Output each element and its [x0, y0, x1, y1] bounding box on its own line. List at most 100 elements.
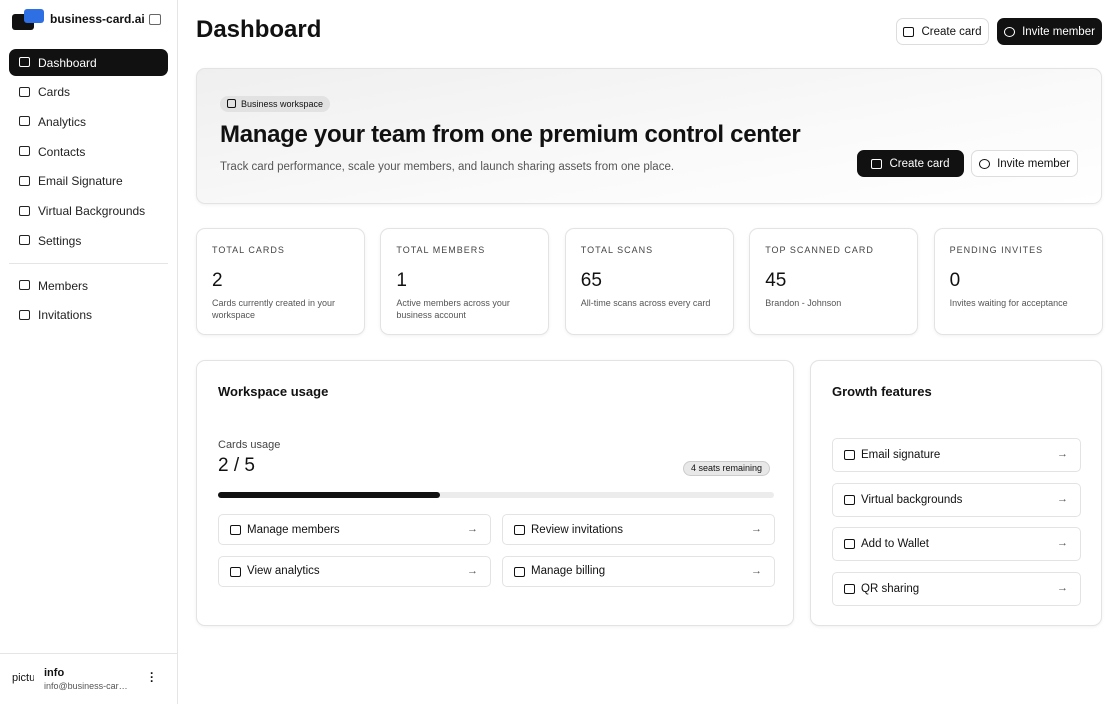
arrow-icon: →	[751, 523, 762, 535]
nav-icon	[19, 146, 30, 157]
nav-label: Analytics	[38, 114, 87, 129]
divider	[0, 653, 178, 654]
action-tile[interactable]: Manage billing →	[502, 555, 775, 587]
arrow-icon: →	[1057, 537, 1068, 549]
page-title: Dashboard	[196, 16, 322, 43]
arrow-icon: →	[751, 564, 762, 577]
nav-item[interactable]: Dashboard	[9, 49, 168, 76]
hero-title: Manage your team from one premium contro…	[220, 121, 801, 148]
invite-member-button[interactable]: Invite member	[971, 150, 1078, 177]
nav-item[interactable]: Analytics	[9, 108, 168, 135]
create-card-button[interactable]: Create card	[896, 18, 989, 45]
progress-fill	[218, 492, 441, 498]
nav-item[interactable]: Cards	[9, 79, 168, 106]
sidebar-toggle[interactable]	[149, 14, 161, 25]
divider	[9, 263, 168, 264]
action-icon	[514, 525, 525, 535]
nav-item[interactable]: Virtual Backgrounds	[9, 198, 168, 225]
stat-label: TOTAL MEMBERS	[396, 245, 486, 255]
action-tile[interactable]: Review invitations →	[502, 514, 775, 545]
stat-description: All-time scans across every card	[580, 298, 711, 308]
create-card-button[interactable]: Create card	[857, 150, 964, 177]
feature-tile[interactable]: Virtual backgrounds →	[832, 482, 1081, 517]
nav-icon	[19, 309, 30, 320]
hero-badge: Business workspace	[220, 96, 331, 112]
stat-value: 2	[212, 270, 223, 291]
seats-badge: 4 seats remaining	[683, 461, 771, 476]
action-icon	[514, 566, 525, 577]
action-label: View analytics	[247, 565, 320, 577]
logo	[24, 9, 44, 23]
stat-description: Brandon - Johnson	[765, 298, 842, 308]
action-label: Manage billing	[531, 565, 606, 577]
nav-item[interactable]: Settings	[9, 227, 168, 254]
nav-icon	[19, 86, 30, 97]
nav-label: Cards	[38, 85, 71, 100]
nav-label: Contacts	[38, 144, 86, 159]
action-icon	[230, 525, 241, 535]
feature-tile[interactable]: QR sharing →	[832, 571, 1081, 606]
arrow-icon: →	[1057, 492, 1068, 505]
card-title: Growth features	[832, 384, 932, 399]
nav-item[interactable]: Invitations	[9, 302, 168, 329]
sidebar: business-card.ai Dashboard Cards Analytics…	[0, 0, 178, 704]
action-tile[interactable]: Manage members →	[218, 514, 491, 545]
arrow-icon: →	[467, 523, 478, 535]
nav-label: Virtual Backgrounds	[38, 204, 146, 218]
menu-dots[interactable]: · · ·	[150, 666, 154, 688]
stat-card: TOTAL SCANS 65 All-time scans across every…	[564, 228, 734, 335]
nav-icon	[19, 280, 30, 290]
nav-label: Members	[38, 278, 89, 293]
nav-icon	[19, 235, 30, 246]
feature-icon	[844, 450, 855, 460]
invite-member-button[interactable]: Invite member	[997, 18, 1102, 45]
nav-icon	[19, 116, 30, 127]
stat-label: TOTAL SCANS	[580, 245, 654, 255]
nav-icon	[19, 57, 30, 67]
hero-subtitle: Track card performance, scale your membe…	[220, 161, 675, 173]
stat-value: 65	[580, 270, 602, 291]
stat-description: Active members across your business acco…	[396, 298, 510, 320]
arrow-icon: →	[467, 564, 478, 577]
action-label: Manage members	[247, 523, 340, 536]
feature-label: Add to Wallet	[861, 538, 929, 550]
usage-label: Cards usage	[218, 439, 281, 451]
stat-value: 45	[765, 270, 787, 291]
button-label: Invite member	[997, 157, 1070, 170]
nav-item[interactable]: Members	[9, 272, 168, 299]
nav-label: Email Signature	[38, 174, 123, 189]
hero: Business workspace Manage your team from…	[196, 68, 1102, 204]
feature-tile[interactable]: Email signature →	[832, 438, 1081, 472]
user-email: info@business-card.ai	[44, 681, 130, 691]
stat-label: TOP SCANNED CARD	[765, 245, 874, 255]
nav-item[interactable]: Email Signature	[9, 168, 168, 195]
avatar: picture	[12, 672, 34, 684]
nav-item[interactable]: Contacts	[9, 138, 168, 165]
growth-card: Growth features Email signature → Virtual …	[810, 360, 1102, 626]
action-tile[interactable]: View analytics →	[218, 555, 491, 587]
feature-label: Email signature	[861, 449, 941, 461]
stat-card: TOTAL MEMBERS 1 Active members across your…	[380, 228, 550, 335]
button-label: Invite member	[1022, 25, 1095, 38]
action-label: Review invitations	[531, 523, 624, 536]
nav-icon	[19, 205, 30, 216]
feature-tile[interactable]: Add to Wallet →	[832, 527, 1081, 561]
stat-label: TOTAL CARDS	[212, 245, 285, 255]
feature-icon	[844, 539, 855, 549]
stat-value: 0	[949, 270, 961, 291]
nav-label: Settings	[38, 233, 82, 248]
stat-card: TOP SCANNED CARD 45 Brandon - Johnson	[749, 228, 919, 335]
nav-icon	[19, 175, 30, 186]
stat-label: PENDING INVITES	[949, 245, 1044, 255]
user-name: info	[44, 667, 65, 679]
usage-value: 2 / 5	[218, 455, 255, 476]
brand: business-card.ai	[50, 12, 145, 26]
arrow-icon: →	[1057, 448, 1068, 460]
workspace-usage-card: Workspace usage Cards usage 2 / 5 4 seat…	[196, 360, 794, 626]
card-title: Workspace usage	[218, 384, 329, 399]
nav-label: Invitations	[38, 308, 93, 323]
badge-text: Business workspace	[241, 99, 324, 109]
button-label: Create card	[889, 157, 950, 170]
stat-value: 1	[396, 270, 407, 291]
